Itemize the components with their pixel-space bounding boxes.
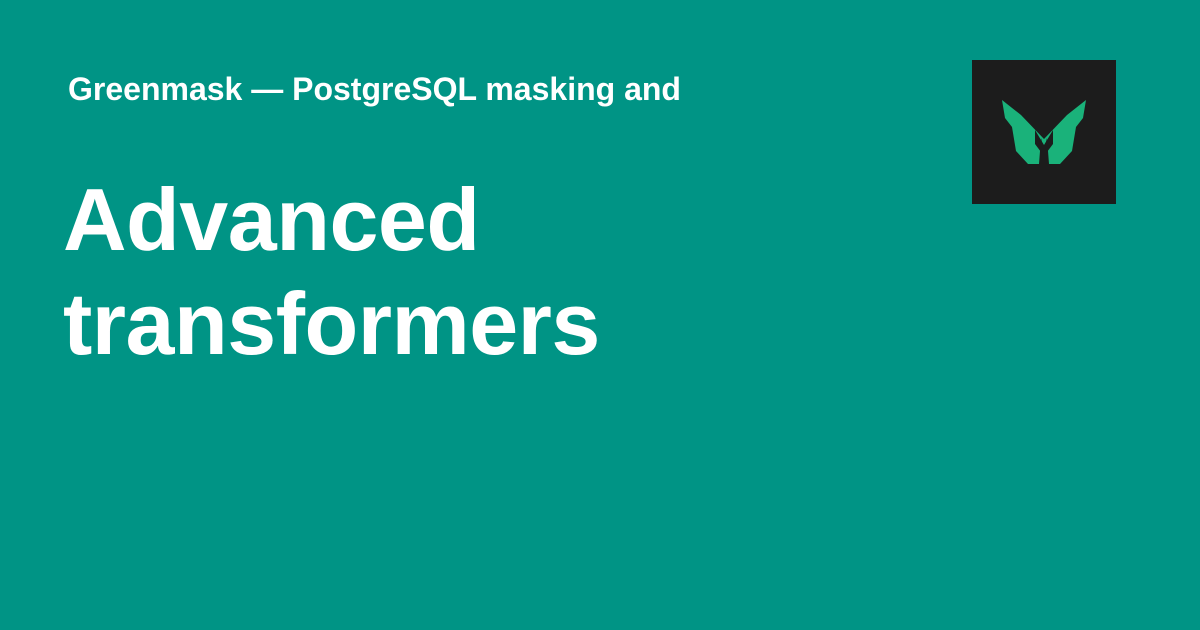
- greenmask-m-logo-icon: [1002, 100, 1086, 164]
- page-title-line: transformers: [63, 274, 600, 373]
- page-title: Advanced transformers: [63, 168, 883, 376]
- greenmask-logo: [972, 60, 1116, 204]
- page-title-line: Advanced: [63, 170, 480, 269]
- site-name: Greenmask — PostgreSQL masking and: [68, 71, 681, 107]
